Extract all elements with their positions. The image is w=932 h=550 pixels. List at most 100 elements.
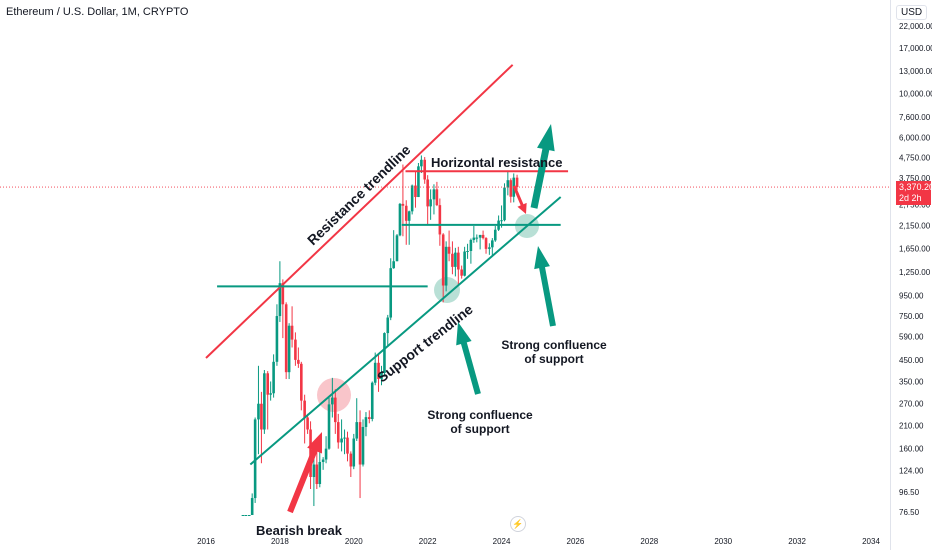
candle-body xyxy=(484,238,488,249)
confluence-1-line1: Strong confluence xyxy=(427,408,533,422)
y-tick-label: 96.50 xyxy=(899,488,920,497)
support-arrow-2 xyxy=(534,246,556,327)
candle-body xyxy=(451,253,454,267)
lightning-icon[interactable]: ⚡ xyxy=(510,516,526,532)
candle-body xyxy=(284,304,288,373)
y-tick-label: 590.00 xyxy=(899,333,924,342)
last-price-value: 3,370.20 xyxy=(899,182,932,192)
candle-body xyxy=(297,359,300,364)
candle-body xyxy=(318,461,322,485)
candle-body xyxy=(481,234,485,239)
y-tick-label: 210.00 xyxy=(899,421,924,430)
candle-body xyxy=(327,404,331,449)
candle-body xyxy=(294,339,297,360)
y-tick-label: 2,150.00 xyxy=(899,222,931,231)
trendlines-layer xyxy=(0,64,890,466)
x-tick-label: 2032 xyxy=(788,537,806,546)
y-tick-label: 450.00 xyxy=(899,356,924,365)
candle-body xyxy=(457,252,460,270)
candle-body xyxy=(469,239,473,251)
candle-body xyxy=(395,235,399,262)
candle-body xyxy=(275,316,279,362)
candle-body xyxy=(435,189,439,206)
candle-body xyxy=(447,246,451,254)
small-down-arrow xyxy=(512,185,527,214)
candle-body xyxy=(253,419,257,499)
y-tick-label: 76.50 xyxy=(899,508,920,517)
candle-body xyxy=(257,403,260,420)
y-axis: 22,000.00 17,000.00 13,000.00 10,000.00 7,60… xyxy=(899,22,932,517)
y-tick-label: 2,750.00 xyxy=(899,201,931,210)
candle-body xyxy=(349,453,353,467)
y-tick-label: 22,000.00 xyxy=(899,22,932,31)
candle-body xyxy=(500,220,503,222)
candle-body xyxy=(491,240,494,248)
candle-body xyxy=(266,373,269,395)
candle-body xyxy=(263,373,266,430)
candle-body xyxy=(303,400,306,418)
currency-button[interactable]: USD xyxy=(896,5,928,20)
candle-body xyxy=(306,417,309,430)
candle-body xyxy=(404,205,408,221)
candle-body xyxy=(426,179,429,207)
y-tick-label: 750.00 xyxy=(899,312,924,321)
candle-body xyxy=(472,237,476,240)
x-tick-label: 2026 xyxy=(567,537,585,546)
resistance-trendline xyxy=(205,64,514,359)
candle-body xyxy=(509,180,513,197)
support-arrow-1 xyxy=(456,322,481,395)
bearish-arrow xyxy=(287,432,322,514)
candle-body xyxy=(247,515,251,516)
candle-body xyxy=(343,437,346,439)
x-tick-label: 2024 xyxy=(493,537,511,546)
candle-body xyxy=(281,283,285,305)
candle-body xyxy=(392,261,395,269)
confluence-1-line2: of support xyxy=(450,422,509,436)
price-axis-border xyxy=(890,0,891,550)
x-tick-label: 2022 xyxy=(419,537,437,546)
candle-body xyxy=(358,422,362,465)
candle-body xyxy=(260,403,263,430)
candle-body xyxy=(352,438,356,467)
candle-body xyxy=(355,422,359,439)
symbol-title[interactable]: Ethereum / U.S. Dollar, 1M, CRYPTO xyxy=(6,6,189,18)
x-tick-label: 2030 xyxy=(714,537,732,546)
candle-body xyxy=(250,498,254,515)
candle-body xyxy=(272,361,275,394)
candle-body xyxy=(315,464,319,485)
candle-body xyxy=(441,234,445,286)
candle-body xyxy=(364,417,368,427)
resistance-trendline-label: Resistance trendline xyxy=(304,141,414,248)
candle-body xyxy=(506,180,510,188)
candle-body xyxy=(407,211,411,221)
candles-layer xyxy=(241,155,519,516)
candle-body xyxy=(454,252,457,267)
y-tick-label: 3,750.00 xyxy=(899,174,931,183)
confluence-2-line1: Strong confluence xyxy=(501,338,607,352)
candle-body xyxy=(346,437,349,454)
support-zone-1 xyxy=(434,277,460,303)
candle-body xyxy=(361,426,365,465)
candle-body xyxy=(493,229,497,241)
candle-body xyxy=(444,246,448,286)
candle-body xyxy=(287,325,291,373)
candle-body xyxy=(336,422,340,443)
y-tick-label: 1,650.00 xyxy=(899,244,931,253)
candle-body xyxy=(380,373,383,380)
candle-body xyxy=(463,251,466,276)
y-tick-label: 10,000.00 xyxy=(899,90,932,99)
candle-body xyxy=(420,159,423,167)
last-price-tag: 3,370.20 2d 2h xyxy=(896,181,932,205)
y-tick-label: 4,750.00 xyxy=(899,154,931,163)
x-axis: 2016 2018 2020 2022 2024 2026 2028 2030 2032 2034 xyxy=(197,537,880,546)
candle-body xyxy=(423,159,427,180)
candle-body xyxy=(340,438,343,443)
support-trendline xyxy=(249,196,562,466)
x-tick-label: 2020 xyxy=(345,537,363,546)
candle-body xyxy=(331,397,334,405)
candle-body xyxy=(432,189,436,200)
candle-body xyxy=(438,205,442,235)
x-tick-label: 2016 xyxy=(197,537,215,546)
bearish-break-label: Bearish break xyxy=(256,523,343,538)
